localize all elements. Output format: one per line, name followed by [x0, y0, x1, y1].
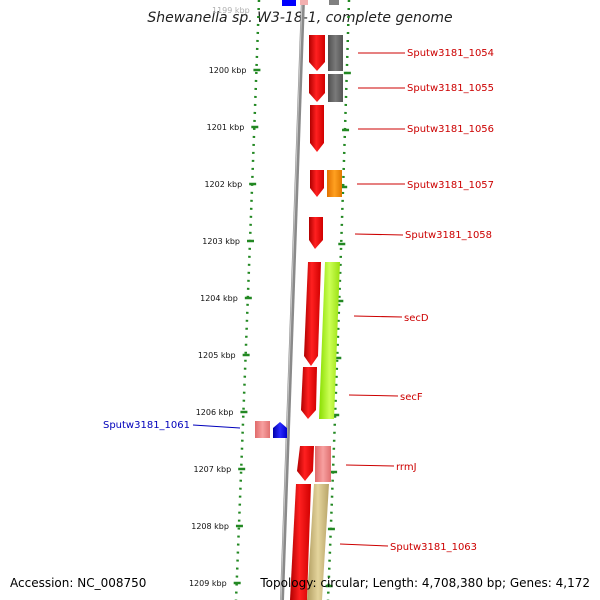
left-dotted-guide	[234, 0, 261, 600]
gene-callouts	[192, 52, 405, 547]
callout-line-rrmj	[345, 464, 395, 467]
cds-arrow-sputw3181-1055	[309, 74, 325, 102]
ruler-label: 1201 kbp	[207, 123, 245, 132]
gene-labels: Sputw3181_1054 Sputw3181_1055 Sputw3181_…	[103, 48, 494, 553]
callout-line-secf	[348, 394, 399, 397]
gene-label-sputw3181-1058[interactable]: Sputw3181_1058	[405, 230, 492, 241]
gene-label-sputw3181-1054[interactable]: Sputw3181_1054	[407, 48, 494, 59]
feature-box-sputw3181-1054	[328, 35, 343, 71]
ruler-label: 1200 kbp	[209, 66, 247, 75]
ruler-label: 1205 kbp	[198, 351, 236, 360]
feature-box-sputw3181-1057	[327, 170, 342, 197]
gene-label-sputw3181-1055[interactable]: Sputw3181_1055	[407, 83, 494, 94]
gene-label-sputw3181-1057[interactable]: Sputw3181_1057	[407, 180, 494, 191]
gene-label-rrmj[interactable]: rrmJ	[396, 462, 417, 473]
clipped-blue-feature	[282, 0, 296, 6]
cds-arrow-sputw3181-1057	[310, 170, 324, 197]
cds-arrow-sputw3181-1058	[309, 217, 323, 249]
cds-arrow-rrmj	[297, 446, 314, 481]
ruler-label: 1203 kbp	[202, 237, 240, 246]
feature-box-sputw3181-1055	[328, 74, 343, 102]
gene-label-sputw3181-1056[interactable]: Sputw3181_1056	[407, 124, 494, 135]
ruler-label: 1207 kbp	[193, 465, 231, 474]
topology-text: Topology: circular; Length: 4,708,380 bp…	[260, 576, 590, 590]
ruler-label-clipped: 1199 kbp	[212, 6, 250, 15]
gene-label-sputw3181-1061[interactable]: Sputw3181_1061	[103, 420, 190, 431]
cds-arrow-secf	[301, 367, 317, 419]
clipped-gray-feature	[329, 0, 339, 5]
clipped-pink-feature	[300, 0, 308, 5]
genome-backbone	[280, 0, 305, 600]
cds-arrow-sputw3181-1054	[309, 35, 325, 71]
cds-arrow-secd	[304, 262, 321, 366]
genome-backbone-highlight	[280, 0, 303, 600]
genome-title: Shewanella sp. W3-18-1, complete genome	[147, 10, 453, 26]
feature-box-rrmj	[315, 446, 331, 482]
gene-label-sputw3181-1063[interactable]: Sputw3181_1063	[390, 542, 477, 553]
ruler-label: 1202 kbp	[204, 180, 242, 189]
callout-line-sputw3181-1063	[339, 543, 389, 547]
gene-label-secd[interactable]: secD	[404, 313, 429, 324]
cds-arrow-sputw3181-1063	[290, 484, 311, 600]
feature-box-sputw3181-1061	[255, 421, 270, 438]
ruler-label: 1208 kbp	[191, 522, 229, 531]
accession-text: Accession: NC_008750	[10, 576, 147, 590]
feature-box-sputw3181-1063	[307, 484, 329, 600]
callout-line-sputw3181-1061	[192, 424, 241, 429]
position-ruler: 1199 kbp 1200 kbp 1201 kbp 1202 kbp 1203 kbp…	[189, 6, 351, 588]
cds-arrow-sputw3181-1056	[310, 105, 324, 152]
feature-box-secd	[319, 262, 340, 419]
callout-line-secd	[353, 315, 403, 318]
ruler-label: 1209 kbp	[189, 579, 227, 588]
ruler-label: 1204 kbp	[200, 294, 238, 303]
ruler-label: 1206 kbp	[196, 408, 234, 417]
gene-label-secf[interactable]: secF	[400, 392, 423, 403]
callout-line-sputw3181-1058	[354, 233, 404, 236]
cds-arrow-sputw3181-1061	[273, 422, 287, 438]
